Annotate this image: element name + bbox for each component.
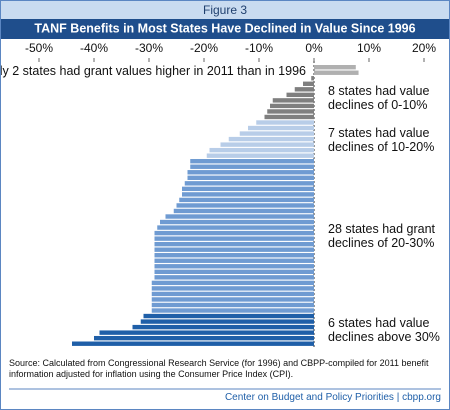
bar bbox=[94, 335, 314, 341]
bar bbox=[154, 258, 314, 263]
bar bbox=[294, 87, 314, 92]
bar bbox=[154, 269, 314, 275]
x-tick-label: -40% bbox=[80, 41, 108, 55]
title-band bbox=[1, 19, 449, 39]
credit: Center on Budget and Policy Priorities |… bbox=[224, 392, 441, 403]
bar bbox=[165, 214, 314, 219]
bar bbox=[187, 175, 314, 180]
bar bbox=[182, 192, 314, 197]
bar bbox=[190, 159, 314, 164]
bar bbox=[228, 136, 314, 142]
bar bbox=[248, 125, 314, 131]
bar bbox=[190, 164, 314, 169]
bar bbox=[184, 181, 314, 186]
bar bbox=[286, 92, 314, 98]
bar bbox=[140, 319, 314, 324]
figure-label: Figure 3 bbox=[203, 3, 247, 17]
group-annotation: 7 states had value declines of 10-20% bbox=[328, 125, 435, 154]
bar bbox=[264, 114, 314, 120]
bar bbox=[267, 109, 314, 114]
bar bbox=[151, 280, 314, 286]
bar bbox=[209, 147, 314, 153]
bar bbox=[151, 302, 314, 308]
bar bbox=[151, 286, 314, 291]
group-annotation: 8 states had value declines of 0-10% bbox=[328, 84, 430, 113]
bar bbox=[173, 208, 314, 214]
bar bbox=[151, 308, 314, 313]
x-tick-label: 20% bbox=[412, 41, 436, 55]
bar bbox=[154, 241, 314, 247]
bar bbox=[314, 65, 356, 70]
bar bbox=[99, 330, 314, 335]
bar bbox=[151, 291, 314, 297]
bar bbox=[132, 324, 314, 330]
bar bbox=[311, 76, 314, 81]
x-tick-label: -30% bbox=[135, 41, 163, 55]
bar bbox=[151, 297, 314, 302]
bar bbox=[154, 264, 314, 269]
bar bbox=[303, 81, 314, 86]
bar bbox=[72, 341, 314, 346]
bar bbox=[154, 275, 314, 280]
group-annotation: 28 states had grant declines of 20-30% bbox=[328, 222, 436, 251]
bar bbox=[182, 186, 314, 192]
bar bbox=[157, 225, 314, 230]
bar bbox=[176, 203, 314, 208]
bar bbox=[154, 253, 314, 258]
bar bbox=[314, 70, 359, 75]
bar bbox=[239, 131, 314, 136]
chart-title: TANF Benefits in Most States Have Declin… bbox=[34, 21, 415, 35]
bar bbox=[154, 247, 314, 252]
group-annotation: Only 2 states had grant values higher in… bbox=[1, 64, 306, 78]
x-tick-label: -20% bbox=[190, 41, 218, 55]
x-tick-label: 0% bbox=[305, 41, 323, 55]
bar bbox=[220, 142, 314, 147]
bar bbox=[256, 120, 314, 125]
x-tick-label: -10% bbox=[245, 41, 273, 55]
bar bbox=[160, 219, 314, 225]
bar bbox=[272, 98, 314, 103]
x-tick-label: 10% bbox=[357, 41, 381, 55]
bar bbox=[154, 230, 314, 236]
bar bbox=[143, 313, 314, 319]
x-tick-label: -50% bbox=[25, 41, 53, 55]
source-note: Source: Calculated from Congressional Re… bbox=[9, 358, 429, 379]
figure-band bbox=[1, 1, 449, 19]
group-annotation: 6 states had value declines above 30% bbox=[328, 316, 440, 345]
bar bbox=[206, 153, 314, 158]
bar bbox=[154, 236, 314, 241]
bar bbox=[270, 103, 314, 109]
bar bbox=[187, 170, 314, 175]
bar bbox=[179, 197, 314, 203]
